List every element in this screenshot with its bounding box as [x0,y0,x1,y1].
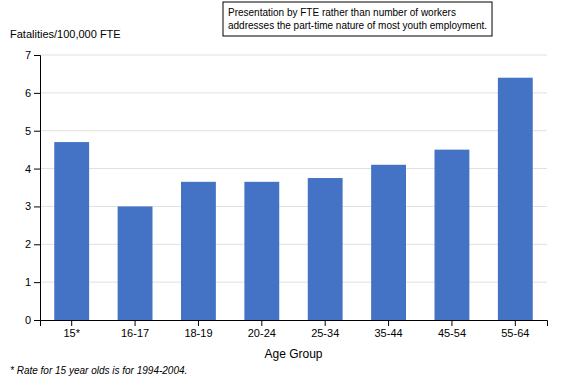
bars [54,78,532,320]
tick: 3 [25,200,40,212]
x-axis: 15* 16-17 18-19 20-24 25-34 35-44 45-54 55-64 [41,320,548,339]
bar [498,78,533,320]
annotation-box [223,2,492,36]
annotation-text: addresses the part-time nature of most y… [228,20,487,31]
tick-mark [515,320,516,326]
tick: 4 [25,163,40,175]
grid [40,55,547,282]
bar [118,206,153,320]
y-axis: 0 1 2 3 4 5 6 7 [25,49,41,326]
tick-label: 5 [25,125,31,137]
tick-label: 25-34 [311,327,339,339]
tick: 20-24 [248,320,276,339]
tick-label: 7 [25,49,31,61]
tick-mark [34,206,40,207]
chart: 15*16-1718-1920-2425-3435-4445-5455-6401… [0,0,562,382]
tick: 5 [25,125,40,137]
axis-line [41,321,548,327]
tick-mark [135,320,136,326]
tick: 1 [25,276,40,288]
axis-line [34,56,41,321]
tick: 45-54 [438,320,466,339]
tick: 2 [25,238,40,250]
tick-label: 15* [63,327,80,339]
grid-line [40,244,547,245]
grid-line [40,55,547,56]
bar [181,182,216,320]
tick: 55-64 [501,320,529,339]
tick-label: 45-54 [438,327,466,339]
tick-mark [34,169,40,170]
tick-label: 20-24 [248,327,276,339]
tick-label: 55-64 [501,327,529,339]
tick-label: 6 [25,87,31,99]
tick-label: 3 [25,200,31,212]
bar [54,142,89,320]
grid-line [40,92,547,93]
bar [308,178,343,320]
grid-line [40,282,547,283]
tick-mark [34,244,40,245]
annotation: Presentation by FTE rather than number o… [223,2,492,36]
tick-mark [451,320,452,326]
tick-mark [34,282,40,283]
plot: 15*16-1718-1920-2425-3435-4445-5455-6401… [25,49,548,339]
tick-mark [325,320,326,326]
tick-mark [388,320,389,326]
tick: 6 [25,87,40,99]
tick-label: 0 [25,314,31,326]
tick-label: 2 [25,238,31,250]
tick: 15* [63,320,80,339]
footnote: * Rate for 15 year olds is for 1994-2004… [10,365,187,376]
tick-label: 35-44 [374,327,402,339]
tick: 35-44 [374,320,402,339]
tick: 7 [25,49,40,61]
tick-label: 18-19 [184,327,212,339]
tick-mark [71,320,72,326]
bar [371,165,406,320]
tick: 16-17 [121,320,149,339]
annotation-text: Presentation by FTE rather than number o… [228,7,456,18]
tick-label: 16-17 [121,327,149,339]
tick-mark [34,131,40,132]
tick-mark [34,55,40,56]
grid-line [40,168,547,169]
y-axis-title: Fatalities/100,000 FTE [10,28,121,40]
tick: 25-34 [311,320,339,339]
grid-line [40,206,547,207]
tick-mark [34,320,40,321]
grid-line [40,130,547,131]
x-axis-title: Age Group [264,347,322,361]
tick-mark [198,320,199,326]
tick: 0 [25,314,40,326]
tick-mark [34,93,40,94]
tick-label: 4 [25,163,31,175]
bar [244,182,279,320]
bar [435,150,470,320]
tick: 18-19 [184,320,212,339]
tick-mark [261,320,262,326]
tick-label: 1 [25,276,31,288]
